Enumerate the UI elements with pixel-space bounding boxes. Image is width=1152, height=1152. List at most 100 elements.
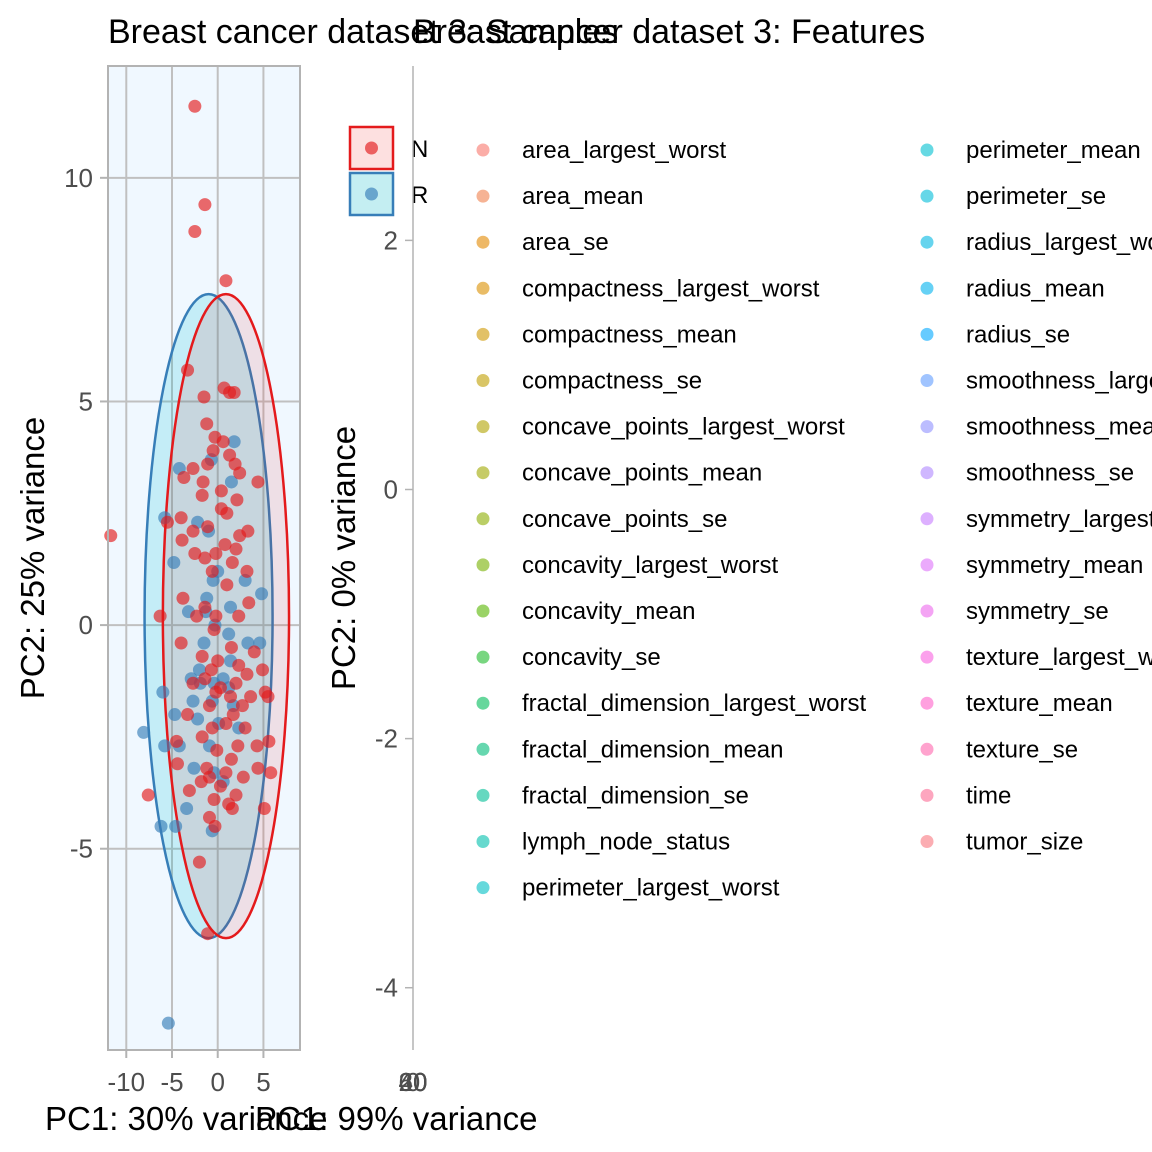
legend-key-point-R xyxy=(365,187,378,201)
legend-key-feature xyxy=(476,604,490,618)
x-tick-label: 0 xyxy=(406,1067,420,1097)
x-tick-label: -5 xyxy=(160,1067,183,1097)
data-point-N xyxy=(229,788,243,802)
data-point-N xyxy=(201,927,215,941)
legend-label-feature: fractal_dimension_mean xyxy=(522,736,783,763)
data-point-N xyxy=(213,779,227,793)
legend-key-feature xyxy=(920,512,934,526)
data-point-N xyxy=(257,801,271,815)
legend-key-feature xyxy=(476,466,490,480)
data-point-R xyxy=(241,636,255,650)
legend-key-feature xyxy=(476,512,490,526)
legend-key-feature xyxy=(920,143,934,157)
x-tick-label: 20 xyxy=(399,1067,428,1097)
data-point-N xyxy=(240,564,254,578)
features-y-axis-title: PC2: 0% variance xyxy=(325,426,362,690)
legend-label-feature: compactness_mean xyxy=(522,321,737,348)
data-point-N xyxy=(214,484,228,498)
y-tick-label: -2 xyxy=(375,724,398,754)
data-point-R xyxy=(167,555,181,569)
data-point-R xyxy=(255,587,269,601)
data-point-N xyxy=(225,555,239,569)
legend-key-feature xyxy=(476,420,490,434)
legend-label-feature: area_mean xyxy=(522,183,643,210)
data-point-N xyxy=(261,690,275,704)
legend-label-feature: radius_se xyxy=(966,321,1070,348)
data-point-R xyxy=(137,725,151,739)
legend-key-feature xyxy=(920,650,934,664)
legend-key-feature xyxy=(476,696,490,710)
y-tick-label: 10 xyxy=(64,163,93,193)
data-point-R xyxy=(197,636,211,650)
data-point-N xyxy=(250,739,264,753)
data-point-N xyxy=(201,457,215,471)
y-tick-label: -5 xyxy=(70,834,93,864)
data-point-N xyxy=(192,855,206,869)
data-point-N xyxy=(207,793,221,807)
legend-label-feature: symmetry_mean xyxy=(966,552,1143,579)
legend-label-feature: texture_mean xyxy=(966,690,1113,717)
data-point-N xyxy=(176,591,190,605)
legend-label-feature: compactness_se xyxy=(522,368,702,395)
data-point-N xyxy=(235,699,249,713)
x-tick-label: 0 xyxy=(210,1067,224,1097)
data-point-N xyxy=(256,663,270,677)
legend-key-feature xyxy=(476,558,490,572)
data-point-N xyxy=(197,390,211,404)
data-point-N xyxy=(209,685,223,699)
legend-key-feature xyxy=(476,281,490,295)
data-point-R xyxy=(224,475,238,489)
data-point-R xyxy=(168,708,182,722)
data-point-N xyxy=(232,609,246,623)
data-point-N xyxy=(198,600,212,614)
data-point-N xyxy=(186,676,200,690)
legend-key-feature xyxy=(476,881,490,895)
data-point-R xyxy=(227,435,241,449)
features-y-ticks: -4 -2 0 2 xyxy=(375,225,413,1003)
legend-label-feature: radius_largest_worst xyxy=(966,229,1152,256)
data-point-N xyxy=(195,730,209,744)
features-title: Breast cancer dataset 3: Features xyxy=(413,13,925,51)
legend-key-feature xyxy=(476,835,490,848)
data-point-N xyxy=(210,743,224,757)
data-point-N xyxy=(174,636,188,650)
legend-label-feature: area_largest_worst xyxy=(522,137,726,164)
data-point-N xyxy=(188,547,202,561)
data-point-R xyxy=(187,761,201,775)
data-point-R xyxy=(222,627,236,641)
data-point-N xyxy=(170,734,184,748)
legend-label-feature: concavity_largest_worst xyxy=(522,552,778,579)
data-point-N xyxy=(231,739,245,753)
data-point-N xyxy=(247,645,261,659)
data-point-N xyxy=(198,551,212,565)
legend-label-feature: tumor_size xyxy=(966,829,1083,856)
legend-key-feature xyxy=(920,374,934,387)
legend-label-R: R xyxy=(411,182,428,209)
data-point-N xyxy=(242,596,256,610)
legend-key-feature xyxy=(476,742,490,756)
data-point-N xyxy=(205,721,219,735)
data-point-N xyxy=(201,520,215,534)
y-tick-label: 5 xyxy=(79,386,93,416)
y-tick-label: 0 xyxy=(384,474,398,504)
legend-label-feature: symmetry_largest_worst xyxy=(966,506,1152,533)
data-point-N xyxy=(224,752,238,766)
data-point-N xyxy=(194,775,208,789)
legend-label-feature: symmetry_se xyxy=(966,598,1109,625)
features-x-axis-title: PC1: 99% variance xyxy=(255,1100,537,1137)
x-tick-label: 40 xyxy=(399,1067,428,1097)
data-point-N xyxy=(175,533,189,547)
data-point-N xyxy=(262,734,276,748)
data-point-N xyxy=(141,788,155,802)
data-point-N xyxy=(170,757,184,771)
data-point-N xyxy=(205,564,219,578)
samples-x-axis-title: PC1: 30% variance xyxy=(45,1100,327,1137)
legend-label-feature: smoothness_mean xyxy=(966,414,1152,441)
legend-key-feature xyxy=(476,327,490,341)
x-tick-label: 5 xyxy=(256,1067,270,1097)
legend-label-feature: smoothness_se xyxy=(966,460,1134,487)
legend-label-feature: perimeter_mean xyxy=(966,137,1141,164)
legend-key-feature xyxy=(920,235,934,249)
data-point-R xyxy=(224,600,238,614)
